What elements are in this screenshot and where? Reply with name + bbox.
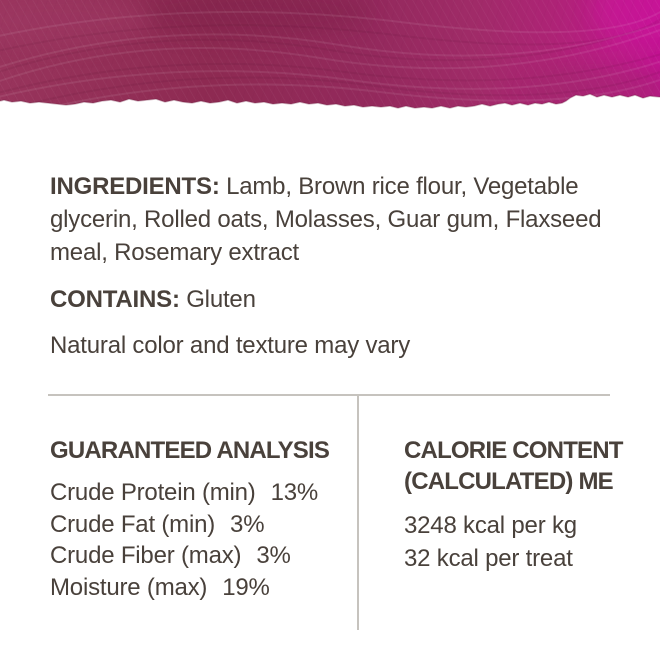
calorie-per-treat: 32 kcal per treat — [404, 545, 573, 572]
analysis-row: Crude Fat (min) 3% — [50, 509, 350, 541]
torn-edge — [0, 93, 660, 109]
analysis-row-value: 19% — [222, 573, 270, 601]
calorie-heading-line1: CALORIE CONTENT — [404, 437, 623, 464]
calorie-heading-line2: (CALCULATED) ME — [404, 468, 614, 495]
analysis-row: Crude Fiber (max) 3% — [50, 540, 350, 572]
analysis-row: Crude Protein (min) 13% — [50, 477, 350, 509]
paint-texture-banner — [0, 0, 660, 109]
calorie-values: 3248 kcal per kg 32 kcal per treat — [404, 509, 654, 575]
contains-section: CONTAINS: Gluten — [50, 283, 635, 316]
ingredients-section: INGREDIENTS: Lamb, Brown rice flour, Veg… — [50, 170, 635, 269]
contains-text: Gluten — [186, 286, 256, 313]
calorie-content-section: CALORIE CONTENT (CALCULATED) ME 3248 kca… — [404, 435, 654, 575]
ingredients-heading: INGREDIENTS: — [50, 173, 220, 200]
analysis-row-value: 3% — [256, 542, 291, 569]
analysis-row-label: Crude Protein (min) — [50, 479, 256, 506]
guaranteed-analysis-heading: GUARANTEED ANALYSIS — [50, 437, 330, 464]
divider-horizontal — [48, 394, 610, 396]
analysis-row-value: 3% — [230, 510, 265, 538]
analysis-row-label: Crude Fat (min) — [50, 510, 216, 538]
analysis-row-label: Crude Fiber (max) — [50, 542, 242, 569]
ingredients-text: Lamb, Brown rice flour, Vegetable glycer… — [50, 173, 602, 266]
color-texture-note: Natural color and texture may vary — [50, 332, 411, 359]
paint-brush-texture — [0, 0, 660, 108]
analysis-row: Moisture (max) 19% — [50, 572, 350, 604]
divider-vertical — [357, 396, 359, 630]
calorie-per-kg: 3248 kcal per kg — [404, 512, 577, 539]
guaranteed-analysis-table: Crude Protein (min) 13% Crude Fat (min) 3%… — [50, 477, 350, 603]
analysis-row-label: Moisture (max) — [50, 573, 208, 601]
analysis-row-value: 13% — [270, 479, 319, 506]
guaranteed-analysis-section: GUARANTEED ANALYSIS Crude Protein (min) 1… — [50, 435, 350, 603]
contains-heading: CONTAINS: — [50, 286, 180, 313]
